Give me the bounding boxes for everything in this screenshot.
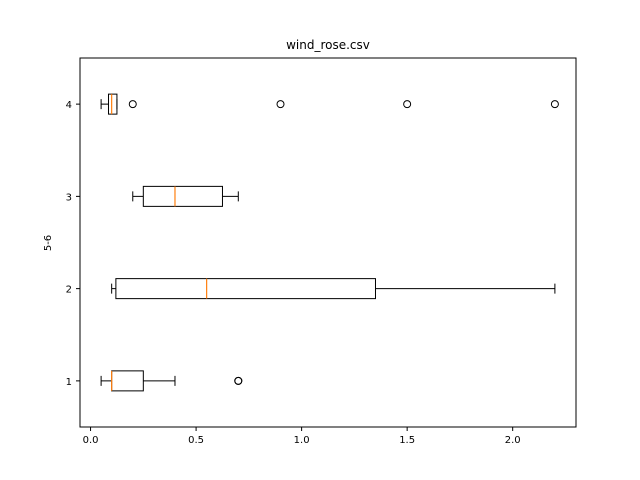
x-tick-label-2: 1.0 [294, 435, 310, 446]
box-group-4 [100, 93, 559, 115]
x-tick-label-4: 2.0 [505, 435, 521, 446]
x-axis: 0.0 0.5 1.0 1.5 2.0 [83, 427, 521, 446]
plot-frame [79, 57, 577, 428]
flier-4-3 [403, 100, 412, 109]
y-axis: 1 2 3 4 [66, 100, 80, 388]
boxes-group [100, 93, 559, 392]
box-4 [107, 93, 118, 115]
y-tick-label-2: 2 [66, 285, 72, 296]
box-2 [115, 278, 376, 300]
flier-1-2 [234, 376, 243, 385]
y-axis-label: 5-6 [43, 235, 54, 251]
box-1 [111, 370, 144, 392]
flier-4-2 [276, 100, 285, 109]
chart-title: wind_rose.csv [286, 38, 370, 52]
flier-4-1 [128, 100, 137, 109]
x-tick-label-1: 0.5 [188, 435, 204, 446]
y-tick-label-1: 1 [66, 377, 72, 388]
flier-4-4 [550, 100, 559, 109]
box-group-2 [111, 278, 556, 300]
x-tick-label-0: 0.0 [83, 435, 99, 446]
y-tick-label-4: 4 [66, 100, 72, 111]
x-tick-label-3: 1.5 [399, 435, 415, 446]
box-group-1 [100, 370, 243, 392]
y-tick-label-3: 3 [66, 192, 72, 203]
box-group-3 [132, 185, 239, 207]
box-3 [142, 185, 223, 207]
